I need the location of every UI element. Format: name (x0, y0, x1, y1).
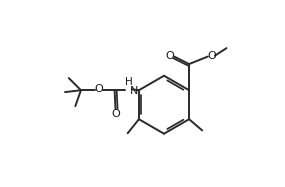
Text: O: O (207, 51, 216, 61)
Text: O: O (112, 109, 121, 119)
Text: H: H (125, 77, 133, 88)
Text: O: O (94, 84, 103, 94)
Text: O: O (165, 51, 174, 61)
Text: N: N (130, 86, 138, 96)
